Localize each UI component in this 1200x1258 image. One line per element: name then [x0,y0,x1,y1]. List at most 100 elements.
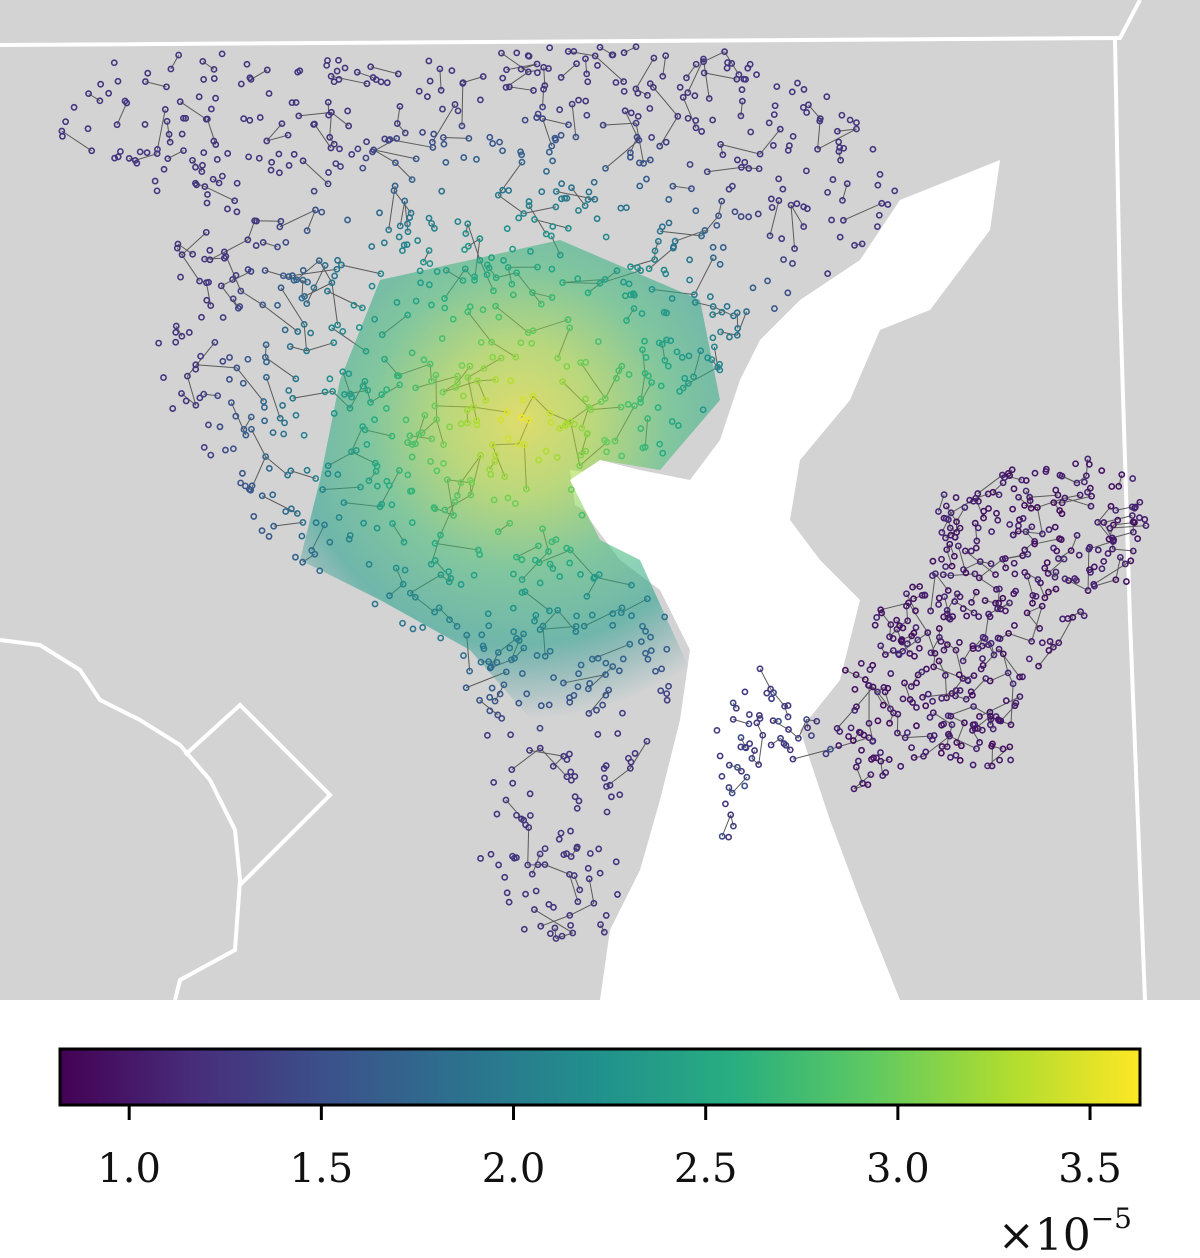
network-node [451,498,459,506]
network-node [541,652,549,660]
network-node [705,95,713,102]
network-node [727,811,735,819]
network-node [970,703,977,710]
network-node [62,118,70,126]
network-node [1016,673,1023,681]
network-node [658,340,666,348]
network-node [230,445,237,453]
network-node [263,373,270,381]
network-node [233,179,241,187]
network-node [495,313,503,321]
network-node [943,610,951,618]
network-node [647,647,655,655]
network-node [268,158,276,166]
network-node [995,717,1003,724]
network-node [199,161,206,169]
network-node [494,711,502,719]
network-node [627,263,634,271]
network-node [252,242,260,249]
colorbar-tick-label: 3.5 [1058,1146,1122,1192]
network-node [1112,576,1120,584]
network-node [557,74,565,81]
network-node [753,719,761,727]
network-node [1073,531,1081,539]
network-node [654,404,662,412]
network-node [509,604,517,612]
network-node [500,257,507,264]
network-node [415,430,423,438]
network-node [467,491,475,499]
network-node [395,233,403,241]
network-node [879,701,887,709]
network-node [206,246,214,254]
network-node [942,515,950,522]
network-node [602,671,609,679]
network-node [745,711,753,718]
network-node [697,347,705,355]
network-node [763,689,771,697]
network-node [814,145,821,153]
network-node [568,100,576,108]
network-node [931,649,939,657]
network-node [626,640,634,648]
network-node [572,133,580,141]
network-node [409,625,417,633]
network-node [643,175,650,183]
network-node [602,164,609,172]
network-node [418,429,426,437]
road-edge [302,160,329,185]
network-node [843,180,851,188]
network-node [525,202,533,210]
network-node [853,125,860,133]
colorbar-tick-label: 1.0 [97,1146,161,1192]
network-node [348,448,355,456]
road-edge [720,143,761,155]
network-node [304,278,311,286]
network-node [577,661,585,669]
network-node [192,361,200,369]
network-node [661,356,669,364]
network-node [260,398,267,405]
network-node [471,273,479,281]
network-node [441,295,448,302]
network-node [517,65,525,73]
network-node [325,169,332,176]
network-node [700,69,708,77]
network-node [640,159,648,167]
road-edge [978,577,997,590]
network-node [703,168,711,176]
network-node [289,272,296,280]
network-node [605,686,613,694]
network-node [935,625,943,632]
network-node [503,66,510,74]
network-node [1009,531,1017,539]
network-node [683,74,690,82]
network-node [547,419,555,426]
road-edge [758,735,764,765]
network-node [1039,530,1046,538]
network-node [664,362,672,370]
network-node [381,135,389,143]
network-node [601,395,609,402]
network-node [296,67,304,75]
network-node [1029,599,1036,607]
network-node [454,107,462,115]
network-node [353,68,361,76]
network-node [621,107,629,115]
network-node [684,89,692,96]
network-node [685,352,693,360]
network-node [942,502,950,510]
network-node [293,276,301,284]
network-node [837,156,845,164]
colorbar-tick-label: 1.5 [290,1146,354,1192]
network-node [987,712,994,720]
network-node [377,270,385,278]
network-node [1044,570,1052,577]
network-node [396,222,404,230]
network-node [485,264,493,272]
network-node [445,568,453,576]
network-node [994,516,1002,524]
network-node [216,423,224,431]
network-node [346,390,354,398]
road-edge [497,194,524,214]
